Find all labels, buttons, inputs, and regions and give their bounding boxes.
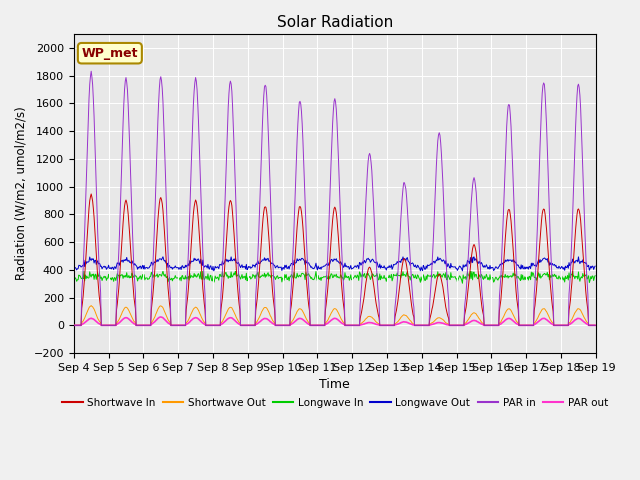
Title: Solar Radiation: Solar Radiation [276, 15, 393, 30]
X-axis label: Time: Time [319, 378, 350, 391]
Text: WP_met: WP_met [82, 47, 138, 60]
Y-axis label: Radiation (W/m2, umol/m2/s): Radiation (W/m2, umol/m2/s) [15, 107, 28, 280]
Legend: Shortwave In, Shortwave Out, Longwave In, Longwave Out, PAR in, PAR out: Shortwave In, Shortwave Out, Longwave In… [58, 394, 612, 412]
